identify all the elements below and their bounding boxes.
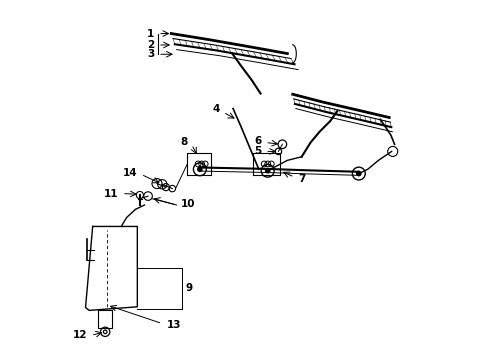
Circle shape xyxy=(197,166,203,172)
Circle shape xyxy=(355,171,361,176)
Text: 8: 8 xyxy=(181,137,188,147)
Text: 11: 11 xyxy=(103,189,118,199)
Text: 9: 9 xyxy=(185,283,192,293)
Text: 5: 5 xyxy=(254,147,261,157)
Text: 12: 12 xyxy=(73,330,87,341)
Text: 10: 10 xyxy=(181,199,195,209)
Text: 7: 7 xyxy=(298,174,305,184)
Text: 2: 2 xyxy=(147,40,154,50)
Text: 4: 4 xyxy=(212,104,219,113)
Bar xyxy=(98,310,111,328)
Text: 14: 14 xyxy=(122,168,137,178)
Text: 1: 1 xyxy=(147,28,154,39)
Text: 6: 6 xyxy=(254,136,261,147)
Circle shape xyxy=(264,168,270,174)
Text: 13: 13 xyxy=(166,320,181,330)
Text: 3: 3 xyxy=(147,49,154,59)
